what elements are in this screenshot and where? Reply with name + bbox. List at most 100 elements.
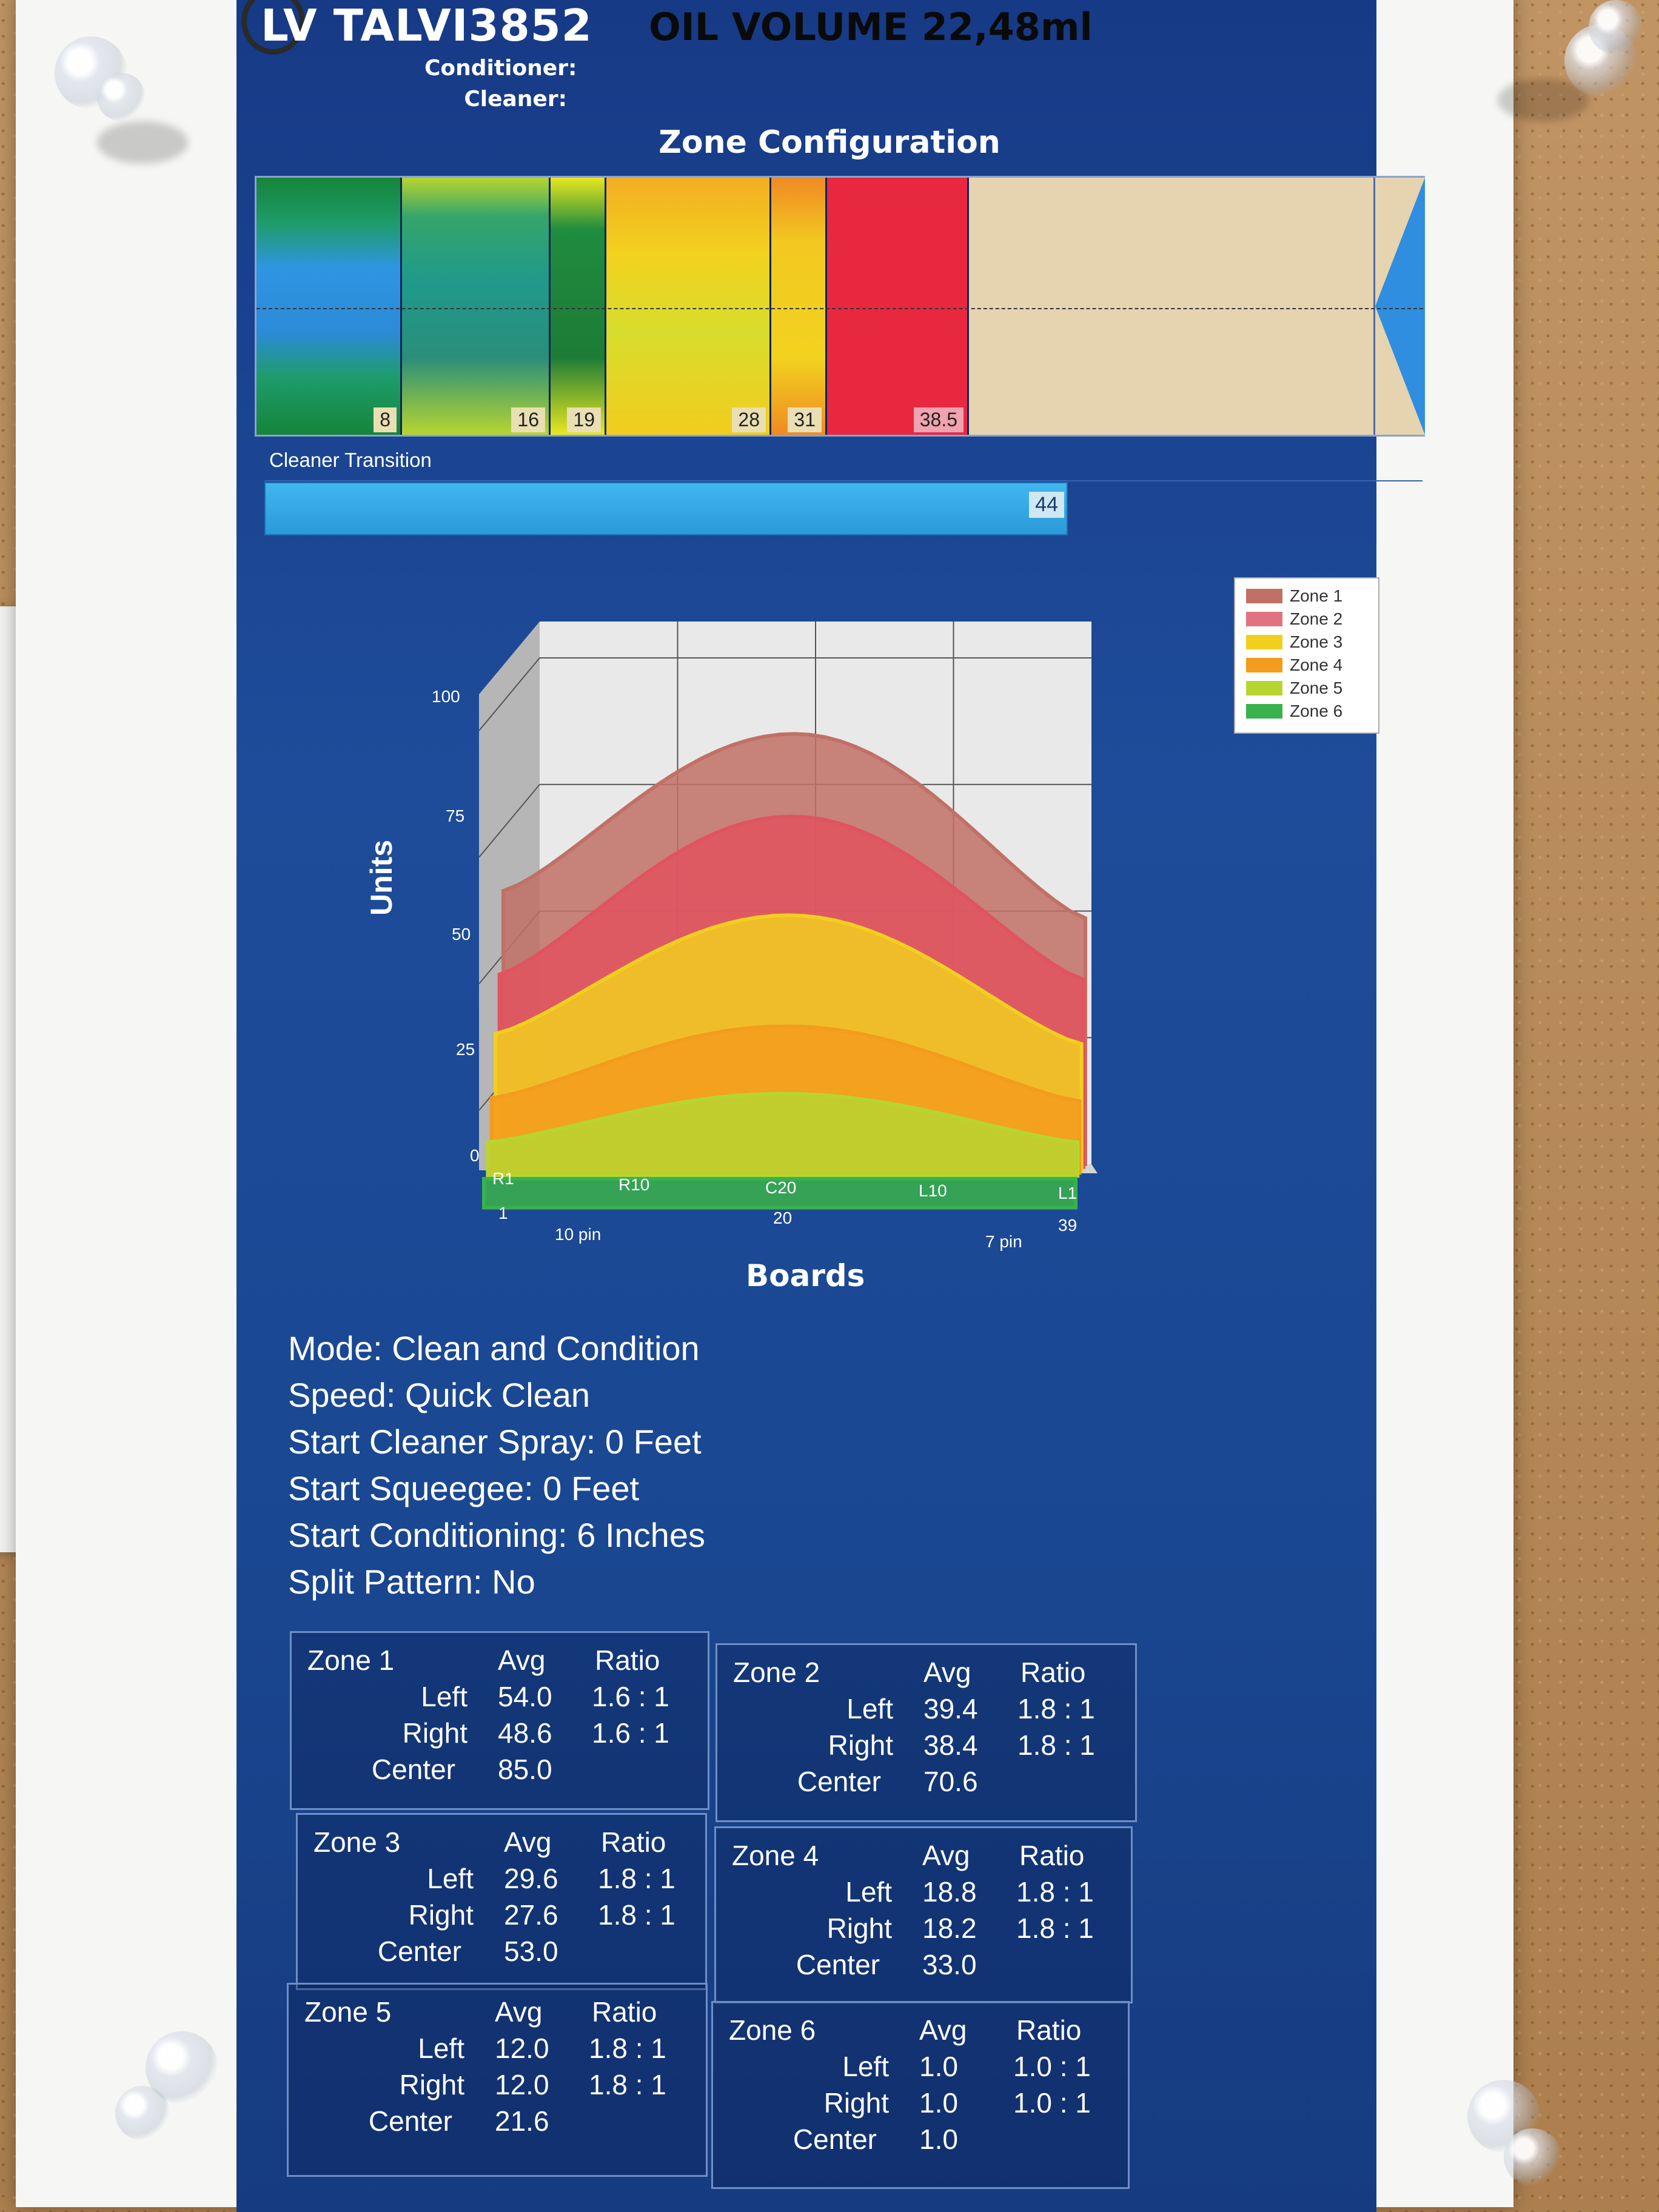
avg-value: 39.4 — [923, 1693, 978, 1724]
y-tick: 25 — [456, 1040, 475, 1059]
oil-pattern-chart — [478, 622, 1098, 1210]
x-tick: L10 — [919, 1181, 947, 1200]
legend-swatch — [1246, 681, 1282, 695]
zone-block-dry — [969, 178, 1375, 435]
lane-settings: Mode: Clean and Condition Speed: Quick C… — [288, 1325, 705, 1605]
row-label: Left — [427, 1863, 474, 1894]
x-axis-label: Boards — [746, 1258, 865, 1293]
cleaner-transition-bar: 44 — [264, 482, 1068, 535]
avg-header: Avg — [495, 1996, 543, 2028]
legend-label: Zone 6 — [1290, 702, 1343, 720]
zone-table: Zone 1 Avg Ratio Left 54.0 1.6 : 1 Right 48.6 1.… — [290, 1631, 709, 1810]
avg-header: Avg — [504, 1826, 552, 1858]
legend-label: Zone 3 — [1290, 632, 1343, 651]
legend-swatch — [1246, 658, 1282, 672]
row-label: Right — [408, 1899, 474, 1931]
ratio-header: Ratio — [1021, 1657, 1086, 1688]
ratio-value: 1.0 : 1 — [1013, 2087, 1091, 2119]
avg-value: 27.6 — [504, 1899, 558, 1931]
row-label: Center — [796, 1949, 880, 1980]
avg-value: 85.0 — [498, 1754, 552, 1785]
zone-block-end — [1375, 178, 1425, 435]
zone-table: Zone 3 Avg Ratio Left 29.6 1.8 : 1 Right 27.6 1.… — [296, 1813, 707, 1990]
conditioner-label: Conditioner: — [424, 56, 577, 81]
oil-volume: OIL VOLUME 22,48ml — [649, 5, 1093, 49]
cleaner-transition-value: 44 — [1029, 492, 1064, 518]
ratio-header: Ratio — [592, 1996, 657, 2028]
zone-marker: 31 — [788, 407, 822, 432]
row-label: Right — [826, 1912, 892, 1944]
y-tick: 100 — [432, 687, 460, 706]
row-label: Right — [402, 1717, 468, 1749]
avg-value: 1.0 — [919, 2123, 958, 2155]
legend-swatch — [1246, 612, 1282, 626]
series-area-zone-5 — [486, 1091, 1080, 1178]
gridline — [478, 657, 540, 731]
legend-item: Zone 2 — [1246, 608, 1367, 631]
setting-squeegee: Start Squeegee: 0 Feet — [288, 1469, 640, 1507]
avg-value: 18.2 — [922, 1912, 977, 1944]
setting-mode: Mode: Clean and Condition — [288, 1329, 700, 1367]
x-sub-tick: 20 — [773, 1208, 793, 1227]
x-tick: L1 — [1058, 1184, 1078, 1202]
ratio-value: 1.8 : 1 — [1017, 1729, 1095, 1761]
x-tick: R10 — [618, 1175, 650, 1194]
avg-value: 1.0 — [919, 2051, 958, 2082]
x-tick: R1 — [492, 1169, 514, 1188]
legend-swatch — [1246, 589, 1282, 603]
legend-label: Zone 4 — [1290, 655, 1343, 674]
avg-value: 70.6 — [923, 1766, 978, 1797]
pattern-title: LV TALVI3852 — [261, 0, 592, 51]
zone-marker: 38.5 — [913, 407, 964, 432]
zone-block-6: 38.5 — [827, 178, 969, 435]
x-annotation: 10 pin — [555, 1225, 602, 1244]
setting-speed: Speed: Quick Clean — [288, 1376, 591, 1414]
legend-label: Zone 5 — [1290, 679, 1343, 697]
legend-item: Zone 1 — [1246, 585, 1367, 608]
ratio-header: Ratio — [601, 1826, 666, 1858]
row-label: Left — [418, 2033, 464, 2064]
row-label: Center — [377, 1936, 461, 1967]
row-label: Left — [421, 1681, 468, 1712]
ratio-value: 1.6 : 1 — [592, 1717, 669, 1749]
zone-table: Zone 4 Avg Ratio Left 18.8 1.8 : 1 Right 18.2 1.… — [714, 1826, 1133, 2003]
legend-swatch — [1246, 635, 1282, 649]
cleaner-label: Cleaner: — [464, 87, 567, 112]
zone-table-title: Zone 3 — [313, 1826, 401, 1858]
zone-table: Zone 5 Avg Ratio Left 12.0 1.8 : 1 Right 12.0 1.… — [287, 1983, 708, 2177]
legend-item: Zone 6 — [1246, 700, 1367, 723]
pushpin-icon — [1589, 0, 1643, 55]
row-label: Center — [793, 2123, 877, 2155]
ratio-value: 1.8 : 1 — [589, 2033, 666, 2064]
avg-value: 53.0 — [504, 1936, 558, 1967]
zone-table-title: Zone 5 — [304, 1996, 392, 2028]
x-sub-tick: 1 — [498, 1204, 508, 1222]
zone-marker: 19 — [567, 407, 601, 432]
zone-marker: 8 — [374, 407, 397, 432]
series-area-zone-6 — [482, 1177, 1078, 1210]
ratio-value: 1.8 : 1 — [1017, 1693, 1095, 1724]
legend-label: Zone 1 — [1290, 586, 1343, 605]
pushpin-icon — [97, 73, 146, 121]
row-label: Left — [846, 1693, 893, 1724]
row-label: Right — [399, 2069, 464, 2100]
avg-value: 18.8 — [922, 1876, 977, 1908]
legend-item: Zone 4 — [1246, 654, 1367, 677]
cleaner-transition-track — [264, 480, 1423, 481]
legend-swatch — [1246, 704, 1282, 719]
pin-shadow — [97, 121, 188, 164]
binder-ring-icon — [241, 0, 305, 55]
y-tick: 50 — [452, 925, 471, 943]
row-label: Right — [828, 1729, 893, 1761]
zone-marker: 16 — [511, 407, 545, 432]
ratio-value: 1.8 : 1 — [598, 1863, 675, 1894]
zone-table-title: Zone 2 — [733, 1657, 820, 1688]
avg-header: Avg — [498, 1644, 546, 1676]
avg-value: 33.0 — [922, 1949, 977, 1980]
pushpin-icon — [115, 2086, 170, 2140]
x-annotation: 7 pin — [985, 1232, 1022, 1251]
ratio-header: Ratio — [1016, 2014, 1082, 2046]
avg-header: Avg — [923, 1657, 971, 1688]
gridline — [478, 784, 540, 858]
setting-cleaner-spray: Start Cleaner Spray: 0 Feet — [288, 1423, 702, 1461]
